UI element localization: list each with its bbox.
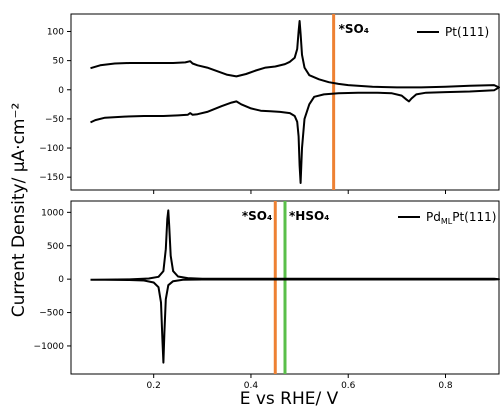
chart-panel-pdml-pt111: −1000 −500 0 500 1000 0.2 0.4 0.6 0.8 *SO₄ *HSO₄ Pd… bbox=[34, 200, 500, 391]
y-tick-label: 0 bbox=[58, 275, 64, 285]
x-tick-label: 0.4 bbox=[244, 381, 259, 391]
y-tick-label: 100 bbox=[47, 27, 64, 37]
y-tick-label: 500 bbox=[47, 242, 64, 252]
marker-annotation: *SO₄ bbox=[242, 209, 272, 223]
y-tick-label: −500 bbox=[39, 309, 64, 319]
legend-label: PdMLPt(111) bbox=[426, 210, 496, 226]
x-tick-label: 0.2 bbox=[147, 381, 161, 391]
legend: Pt(111) bbox=[417, 25, 489, 39]
y-tick-label: 1000 bbox=[41, 208, 64, 218]
series-line bbox=[90, 20, 500, 184]
marker-annotation: *SO₄ bbox=[339, 22, 369, 36]
y-tick-label: −150 bbox=[39, 173, 64, 183]
legend: PdMLPt(111) bbox=[398, 210, 496, 226]
chart-panel-pt111: −150 −100 −50 0 50 100 *SO₄ Pt(111) bbox=[39, 13, 500, 194]
plot-frame bbox=[70, 13, 500, 191]
x-tick-label: 0.8 bbox=[438, 381, 453, 391]
marker-annotation: *HSO₄ bbox=[289, 209, 329, 223]
x-axis-label: E vs RHE/ V bbox=[240, 389, 339, 409]
series-line bbox=[90, 209, 500, 364]
y-tick-label: −100 bbox=[39, 144, 64, 154]
y-axis-label: Current Density/ μA·cm⁻² bbox=[9, 103, 29, 318]
y-tick-label: −1000 bbox=[34, 342, 65, 352]
y-tick-label: 50 bbox=[53, 57, 65, 67]
y-tick-label: 0 bbox=[58, 86, 64, 96]
y-tick-label: −50 bbox=[45, 115, 64, 125]
legend-label: Pt(111) bbox=[445, 25, 489, 39]
x-tick-label: 0.6 bbox=[341, 381, 356, 391]
